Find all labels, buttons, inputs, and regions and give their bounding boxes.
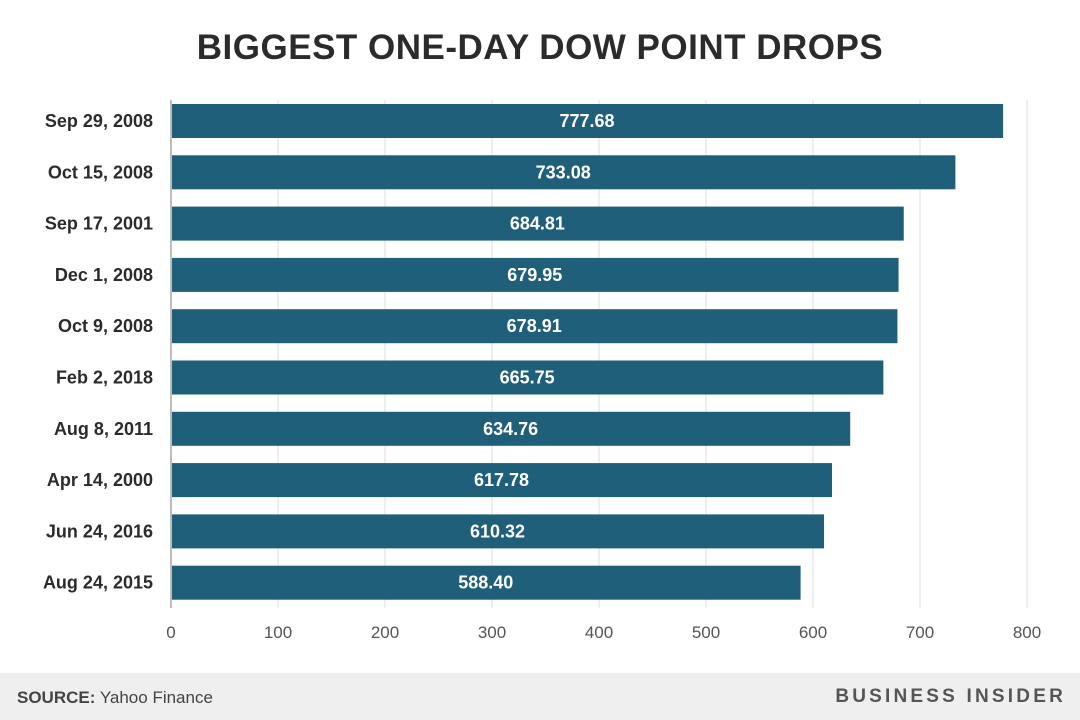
bar-value-label: 634.76 (483, 419, 538, 439)
brand-logo: BUSINESS INSIDER (835, 686, 1066, 707)
category-label: Oct 9, 2008 (58, 316, 153, 336)
category-label: Jun 24, 2016 (46, 521, 153, 541)
bar (171, 565, 801, 600)
category-label: Oct 15, 2008 (48, 162, 153, 182)
x-tick-label: 300 (478, 623, 506, 642)
bar-value-label: 684.81 (510, 214, 565, 234)
category-label: Aug 8, 2011 (54, 419, 153, 439)
bar-value-label: 617.78 (474, 470, 529, 490)
bar (171, 514, 825, 549)
chart-title: BIGGEST ONE-DAY DOW POINT DROPS (196, 28, 884, 67)
bar-value-label: 588.40 (458, 573, 513, 593)
bar-value-label: 733.08 (536, 162, 591, 182)
category-label: Sep 17, 2001 (45, 214, 153, 234)
source-text: Yahoo Finance (95, 688, 213, 707)
bar (171, 206, 904, 241)
x-tick-label: 600 (799, 623, 827, 642)
x-tick-label: 200 (371, 623, 399, 642)
bar (171, 104, 1004, 138)
category-label: Feb 2, 2018 (56, 368, 153, 388)
category-label: Aug 24, 2015 (43, 573, 153, 593)
bar (171, 155, 956, 190)
category-label: Apr 14, 2000 (47, 470, 153, 490)
bar (171, 411, 851, 446)
source-label: SOURCE: (17, 688, 96, 707)
bar (171, 257, 899, 292)
x-tick-label: 500 (692, 623, 720, 642)
x-tick-label: 800 (1013, 623, 1041, 642)
bar-value-label: 610.32 (470, 521, 525, 541)
bar-value-label: 679.95 (507, 265, 562, 285)
chart-footer: SOURCE: Yahoo Finance BUSINESS INSIDER (0, 673, 1080, 720)
bar (171, 309, 898, 344)
bar-value-label: 777.68 (560, 111, 615, 131)
x-tick-label: 0 (166, 623, 175, 642)
bar-value-label: 665.75 (500, 368, 555, 388)
x-tick-label: 100 (264, 623, 292, 642)
x-tick-label: 700 (906, 623, 934, 642)
category-label: Sep 29, 2008 (45, 111, 153, 131)
x-tick-label: 400 (585, 623, 613, 642)
bar (171, 360, 884, 395)
bar-value-label: 678.91 (507, 316, 562, 336)
bar-chart: 0 100 200 300 400 500 600 700 800 777.68 Sep 29, 2… (43, 100, 1041, 642)
source-note: SOURCE: Yahoo Finance (17, 688, 213, 708)
category-label: Dec 1, 2008 (55, 265, 153, 285)
bar (171, 463, 833, 498)
